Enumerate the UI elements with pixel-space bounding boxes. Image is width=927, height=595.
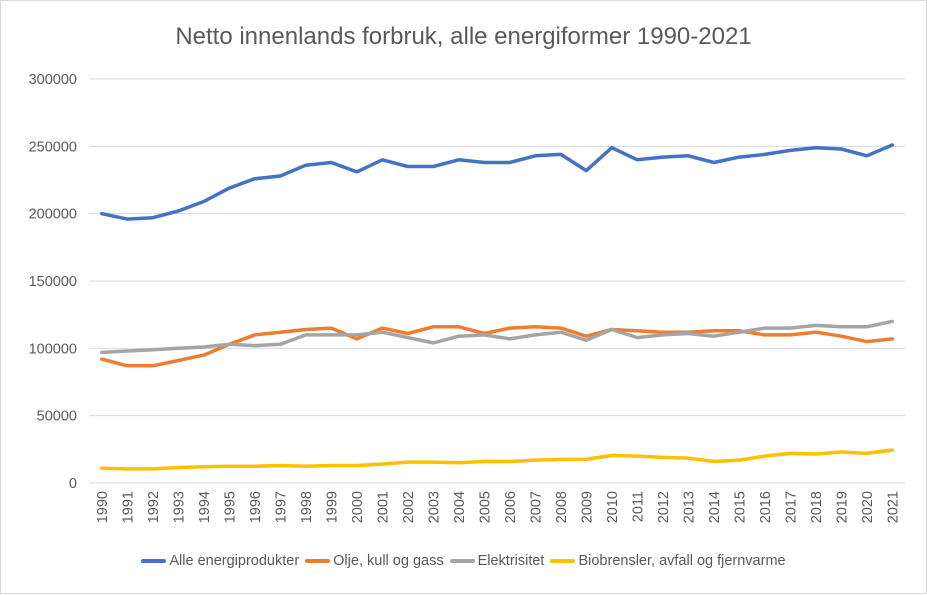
x-tick-label: 1998 (299, 491, 315, 523)
x-tick-label: 2018 (809, 491, 825, 523)
legend-label: Elektrisitet (477, 553, 545, 569)
x-tick-label: 2010 (605, 491, 621, 523)
series-line-3 (100, 319, 895, 355)
x-tick-label: 2021 (885, 491, 901, 523)
x-tick-label: 2009 (579, 491, 595, 523)
legend-item: Elektrisitet (449, 553, 545, 569)
legend-swatch (550, 559, 576, 563)
series-line-2 (100, 325, 895, 368)
x-tick-label: 2006 (503, 491, 519, 523)
y-tick-label: 0 (69, 476, 77, 492)
legend-swatch (141, 559, 167, 563)
x-tick-label: 2020 (860, 491, 876, 523)
y-tick-label: 250000 (29, 139, 77, 155)
y-tick-label: 50000 (37, 409, 77, 425)
chart-title: Netto innenlands forbruk, alle energifor… (175, 23, 752, 50)
y-tick-label: 100000 (29, 341, 77, 357)
legend: Alle energiprodukter Olje, kull og gass El… (1, 553, 926, 569)
x-tick-label: 2003 (426, 491, 442, 523)
x-tick-label: 2011 (630, 491, 646, 522)
x-tick-label: 1994 (197, 491, 213, 523)
x-tick-label: 2007 (528, 491, 544, 523)
legend-swatch (305, 559, 331, 563)
x-tick-label: 1991 (120, 491, 136, 523)
legend-label: Olje, kull og gass (333, 553, 444, 569)
x-tick-label: 2015 (732, 491, 748, 523)
legend-label: Biobrensler, avfall og fjernvarme (578, 553, 786, 569)
legend-label: Alle energiprodukter (169, 553, 300, 569)
x-tick-label: 1992 (146, 491, 162, 523)
x-tick-label: 2012 (656, 491, 672, 523)
y-tick-label: 200000 (29, 207, 77, 223)
x-tick-label: 1995 (222, 491, 238, 523)
legend-item: Biobrensler, avfall og fjernvarme (550, 553, 786, 569)
x-tick-label: 2001 (375, 491, 391, 523)
x-tick-label: 2013 (681, 491, 697, 523)
x-tick-label: 2014 (707, 491, 723, 523)
x-tick-label: 1999 (324, 491, 340, 523)
x-tick-label: 2017 (783, 491, 799, 523)
x-tick-label: 2008 (554, 491, 570, 523)
y-tick-label: 300000 (29, 72, 77, 88)
series-line-4 (100, 448, 895, 471)
y-tick-label: 150000 (29, 274, 77, 290)
x-tick-label: 2016 (758, 491, 774, 523)
x-tick-label: 1997 (273, 491, 289, 523)
x-tick-label: 2002 (401, 491, 417, 523)
series-line-1 (100, 143, 895, 221)
x-tick-label: 2019 (834, 491, 850, 523)
x-tick-label: 2005 (477, 491, 493, 523)
legend-item: Alle energiprodukter (141, 553, 299, 569)
x-tick-label: 1990 (95, 491, 111, 523)
x-tick-label: 2000 (350, 491, 366, 523)
x-tick-label: 1993 (171, 491, 187, 523)
legend-swatch (449, 559, 475, 563)
legend-item: Olje, kull og gass (305, 553, 444, 569)
x-tick-label: 1996 (248, 491, 264, 523)
x-tick-label: 2004 (452, 491, 468, 523)
